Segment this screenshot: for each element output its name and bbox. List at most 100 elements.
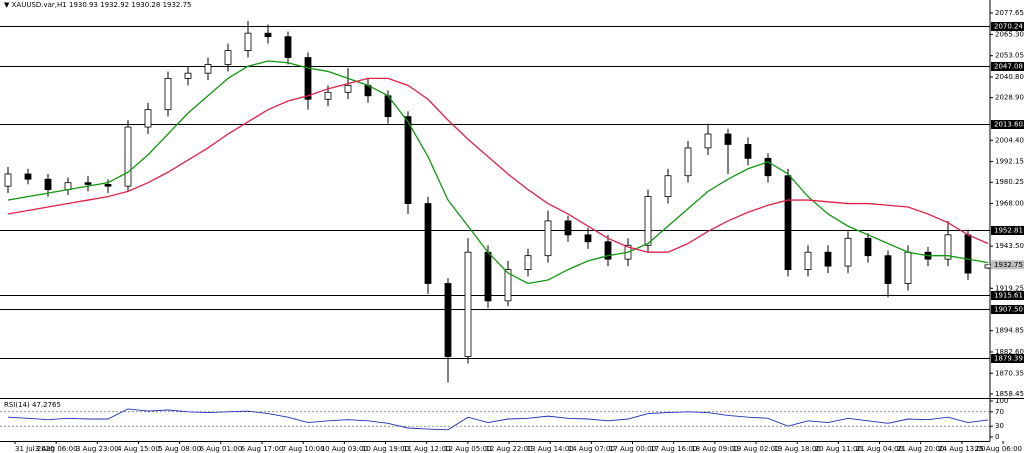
candle-body [284, 36, 292, 58]
level-label: 2013.60 [994, 121, 1023, 129]
x-tick-label: 19 Aug 02:00 [732, 445, 779, 453]
level-label: 2070.24 [994, 23, 1023, 31]
candle-body [464, 251, 472, 357]
x-tick-label: 21 Aug 04:00 [856, 445, 903, 453]
header-arrow: ▼ [4, 1, 12, 9]
y-tick-label: 2004.40 [995, 136, 1024, 144]
y-tick-label: 1992.15 [995, 158, 1024, 166]
level-tag [991, 291, 1024, 300]
candle-body [104, 184, 112, 187]
x-tick-label: 5 Aug 08:00 [158, 445, 201, 453]
x-tick-label: 13 Aug 14:00 [527, 445, 574, 453]
candle-body [944, 234, 952, 260]
candle-body [684, 147, 692, 177]
x-tick-label: 21 Aug 20:00 [897, 445, 944, 453]
last-low: 1930.28 [131, 1, 160, 9]
candle-body [144, 109, 152, 128]
candle-body [724, 133, 732, 145]
x-tick-label: 6 Aug 17:00 [241, 445, 284, 453]
x-tick-label: 6 Aug 01:00 [199, 445, 242, 453]
candle-body [264, 32, 272, 38]
level-tag [991, 354, 1024, 363]
candle-body [584, 234, 592, 243]
candle-body [84, 182, 92, 185]
candle-body [24, 173, 32, 180]
level-tag [991, 62, 1024, 71]
candle-body [644, 196, 652, 246]
candle-body [424, 203, 432, 284]
x-tick-label: 17 Aug 16:00 [650, 445, 697, 453]
moving-average [7, 77, 989, 253]
x-tick-label: 11 Aug 12:00 [403, 445, 450, 453]
x-tick-label: 25 Aug 06:00 [975, 445, 1022, 453]
chart-header: ▼ XAUUSD.var,H1 1930.93 1932.92 1930.28 … [4, 1, 192, 9]
candle-body [184, 72, 192, 79]
y-tick-label: 1943.50 [995, 242, 1024, 250]
candle-body [124, 126, 132, 187]
candle-body [864, 237, 872, 257]
candle-body [444, 283, 452, 357]
rsi-tick-label: 70 [995, 408, 1004, 416]
level-label: 1907.50 [994, 306, 1023, 314]
level-label: 1915.61 [994, 292, 1023, 300]
x-tick-label: 3 Aug 06:00 [35, 445, 78, 453]
x-tick-label: 4 Aug 15:00 [117, 445, 160, 453]
candle-body [984, 264, 992, 269]
last-open: 1930.93 [69, 1, 98, 9]
x-tick-label: 12 Aug 05:00 [444, 445, 491, 453]
candle-body [324, 91, 332, 100]
y-tick-label: 2028.90 [995, 94, 1024, 102]
candle-body [64, 182, 72, 191]
y-tick-label: 2053.05 [995, 52, 1024, 60]
candle-body [964, 234, 972, 274]
current-price-tag [991, 260, 1024, 270]
y-tick-label: 2040.80 [995, 73, 1024, 81]
candle-body [244, 32, 252, 51]
y-tick-label: 1858.45 [995, 390, 1024, 398]
y-tick-label: 1894.85 [995, 327, 1024, 335]
candle-body [704, 133, 712, 149]
y-tick-label: 1919.25 [995, 284, 1024, 292]
rsi-label: RSI(14) [4, 401, 30, 409]
level-tag [991, 226, 1024, 235]
level-tag [991, 120, 1024, 129]
x-tick-label: 12 Aug 22:00 [485, 445, 532, 453]
rsi-line [7, 408, 989, 431]
x-tick-label: 18 Aug 09:00 [691, 445, 738, 453]
x-tick-label: 10 Aug 19:00 [362, 445, 409, 453]
candle-body [524, 255, 532, 270]
x-tick-label: 24 Aug 13:00 [938, 445, 985, 453]
y-tick-label: 1968.00 [995, 200, 1024, 208]
y-tick-label: 1980.25 [995, 178, 1024, 186]
candle-body [904, 251, 912, 284]
x-tick-label: 10 Aug 03:00 [321, 445, 368, 453]
chart-title: XAUUSD.var,H1 [12, 1, 67, 9]
x-tick-label: 17 Aug 00:00 [609, 445, 656, 453]
level-label: 1879.39 [994, 355, 1023, 363]
x-tick-label: 19 Aug 18:00 [774, 445, 821, 453]
candle-body [4, 173, 12, 187]
x-tick-label: 7 Aug 10:00 [282, 445, 325, 453]
candle-body [404, 116, 412, 204]
last-high: 1932.92 [100, 1, 129, 9]
current-price-label: 1932.75 [994, 261, 1023, 269]
level-label: 1952.81 [994, 227, 1023, 235]
candle-body [484, 251, 492, 302]
y-tick-label: 1870.35 [995, 369, 1024, 377]
candle-body [204, 64, 212, 74]
candle-body [44, 178, 52, 191]
candle-body [564, 220, 572, 236]
rsi-tick-label: 100 [995, 397, 1008, 405]
moving-average [7, 60, 989, 285]
rsi-header: RSI(14) 47.2765 [4, 401, 61, 409]
level-label: 2047.08 [994, 63, 1023, 71]
level-tag [991, 22, 1024, 31]
candle-body [664, 175, 672, 197]
rsi-tick-label: 0 [995, 433, 999, 441]
last-close: 1932.75 [163, 1, 192, 9]
candle-body [224, 50, 232, 65]
y-tick-label: 1882.60 [995, 348, 1024, 356]
candle-body [824, 251, 832, 267]
